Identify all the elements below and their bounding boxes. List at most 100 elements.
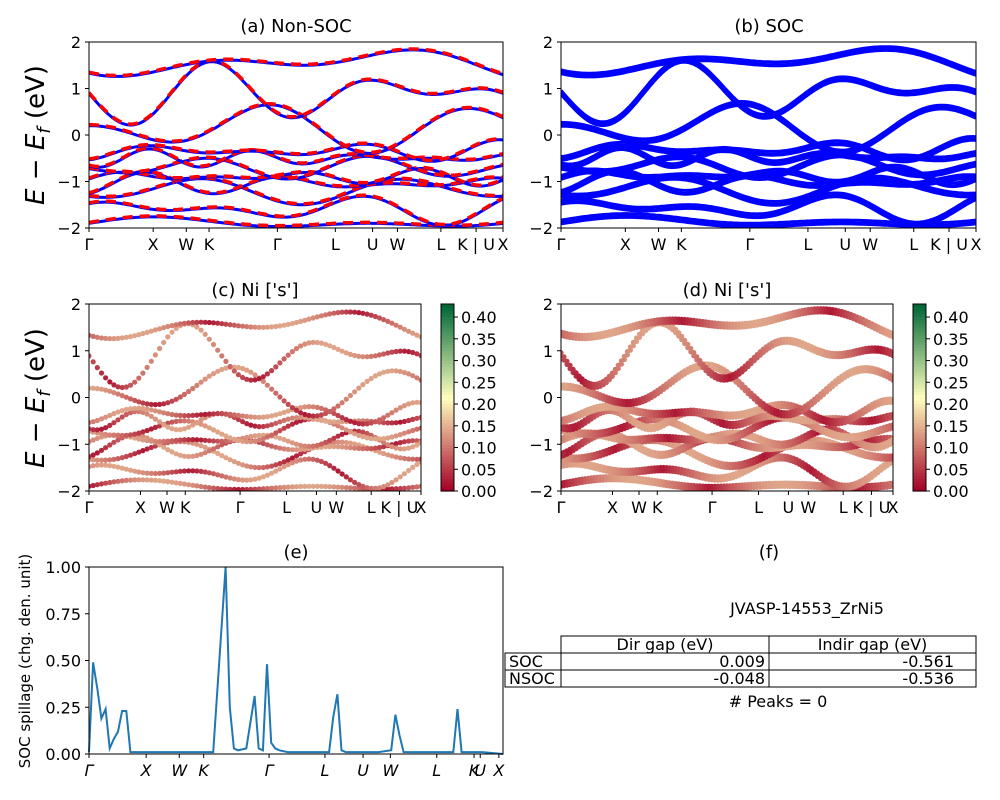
projection-point	[161, 470, 167, 476]
projection-point	[103, 375, 109, 381]
projection-point	[136, 430, 142, 436]
projection-point	[347, 445, 353, 451]
projection-point	[90, 457, 96, 463]
projection-point	[406, 429, 412, 435]
projection-point	[123, 477, 129, 483]
colorbar-segment	[441, 450, 454, 455]
projection-point	[335, 419, 341, 425]
projection-point	[418, 399, 421, 406]
table-value: -0.048	[713, 669, 765, 688]
colorbar-segment	[913, 363, 926, 367]
projection-point	[186, 320, 192, 326]
projection-point	[401, 369, 407, 376]
colorbar-segment	[913, 381, 926, 386]
projection-point	[293, 407, 300, 413]
projection-point	[186, 418, 192, 424]
projection-point	[401, 418, 407, 425]
projection-point	[269, 368, 275, 374]
colorbar-segment	[913, 366, 926, 371]
projection-point	[293, 415, 300, 421]
projection-point	[273, 434, 279, 440]
projection-point	[248, 414, 254, 420]
projection-point	[244, 367, 250, 373]
projection-point	[148, 470, 154, 476]
projection-point	[364, 435, 370, 441]
projection-point	[215, 320, 221, 326]
projection-point	[107, 442, 113, 448]
projection-point	[269, 443, 275, 449]
panel-c-colorbar: 0.00 0.05 0.10 0.15 0.20 0.25 0.30 0.35 0.40	[440, 303, 497, 501]
xtick-label: K	[204, 235, 215, 254]
projection-point	[256, 424, 262, 430]
projection-point	[627, 344, 634, 350]
projection-point	[194, 468, 200, 474]
colorbar-segment	[913, 472, 926, 477]
projection-point	[335, 423, 341, 429]
projection-point	[343, 474, 349, 480]
projection-point	[202, 444, 208, 450]
colorbar-segment	[441, 406, 454, 411]
projection-point	[269, 324, 275, 330]
xtick-label: W	[171, 761, 188, 780]
nonsoc-band-line	[89, 193, 503, 227]
projection-point	[264, 442, 270, 448]
soc-band-line	[89, 177, 503, 207]
colorbar-segment	[913, 307, 926, 311]
colorbar-segment	[441, 425, 454, 430]
projection-point	[206, 425, 212, 431]
ytick-label: 1	[543, 342, 553, 361]
projection-point	[169, 419, 175, 425]
projection-point	[98, 431, 105, 437]
projection-point	[148, 477, 154, 483]
ytick-label: 2	[543, 33, 553, 52]
projection-point	[173, 451, 179, 457]
projection-point	[310, 443, 316, 449]
colorbar-label: 0.20	[461, 395, 497, 414]
projection-point	[410, 484, 416, 490]
projection-point	[406, 456, 412, 462]
projection-point	[385, 435, 391, 441]
projection-point	[343, 444, 349, 450]
projection-point	[318, 483, 324, 489]
projection-point	[107, 379, 113, 385]
colorbar-segment	[441, 413, 454, 417]
projection-point	[302, 411, 308, 417]
projection-point	[90, 385, 96, 391]
projection-point	[181, 413, 187, 419]
projection-point	[414, 399, 420, 405]
projection-point	[285, 401, 291, 407]
projection-point	[190, 422, 196, 428]
projection-point	[323, 341, 329, 347]
projection-point	[264, 464, 270, 470]
projection-point	[240, 323, 246, 329]
projection-point	[119, 414, 125, 420]
panel-e-xticks: Γ X W K Γ L U W L KU X	[85, 754, 505, 780]
projection-point	[289, 349, 295, 355]
projection-point	[202, 423, 208, 429]
projection-point	[202, 319, 208, 325]
table-row-label: SOC	[509, 652, 543, 671]
projection-point	[318, 313, 324, 319]
gap-table: Dir gap (eV) Indir gap (eV) SOC 0.009 -0.561…	[504, 635, 977, 688]
xtick-label: U	[839, 235, 851, 254]
colorbar-segment	[913, 425, 926, 430]
projection-point	[277, 485, 283, 491]
projection-point	[335, 439, 341, 445]
colorbar-label: 0.25	[933, 373, 969, 392]
projection-point	[360, 483, 366, 489]
soc-band-line	[561, 137, 976, 164]
projection-point	[252, 414, 258, 420]
xtick-label: X	[148, 235, 159, 254]
projection-point	[347, 477, 353, 483]
projection-point	[206, 438, 212, 444]
projection-point	[181, 453, 187, 459]
projection-point	[161, 422, 167, 428]
colorbar-segment	[441, 325, 454, 330]
projection-point	[327, 444, 333, 450]
projection-point	[401, 430, 407, 436]
colorbar-segment	[441, 459, 454, 464]
projection-point	[673, 326, 679, 332]
projection-point	[115, 384, 121, 390]
projection-point	[410, 464, 416, 470]
projection-point	[393, 477, 399, 483]
